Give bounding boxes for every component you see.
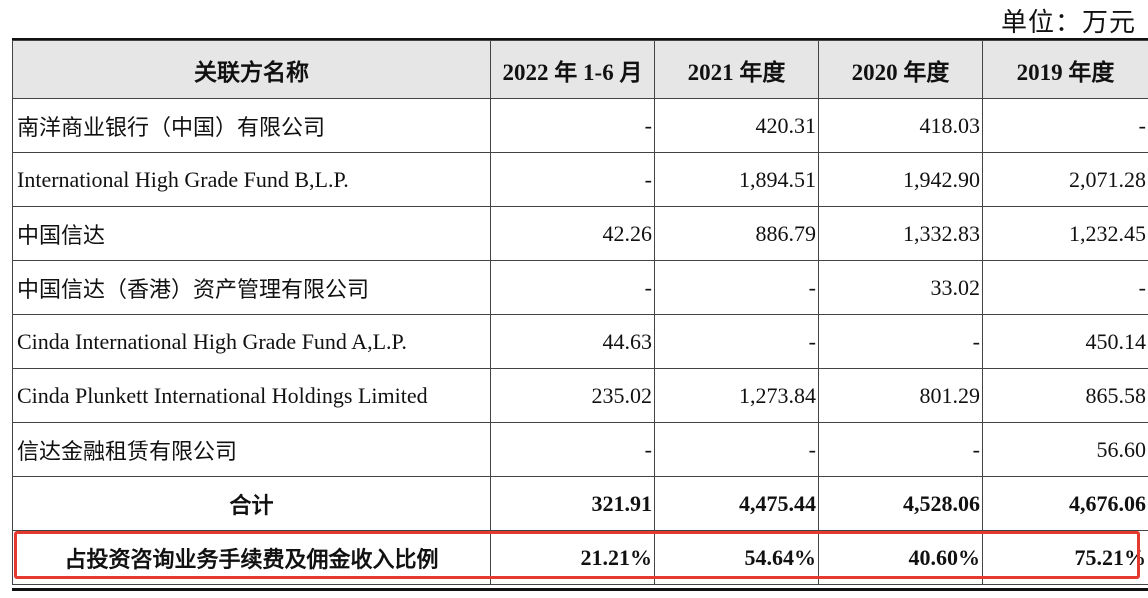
total-value: 4,676.06 — [982, 476, 1148, 531]
unit-label: 单位：万元 — [1000, 8, 1136, 37]
header-col: 2020 年度 — [818, 40, 983, 99]
cell-value: 56.60 — [982, 422, 1148, 477]
ratio-value: 54.64% — [654, 530, 819, 585]
party-name: Cinda Plunkett International Holdings Li… — [12, 368, 491, 423]
cell-value: - — [982, 98, 1148, 153]
cell-value: 2,071.28 — [982, 152, 1148, 207]
ratio-row-highlight-box — [14, 531, 1140, 579]
cell-value: 42.26 — [490, 206, 655, 261]
total-value: 321.91 — [490, 476, 655, 531]
cell-value: 1,273.84 — [654, 368, 819, 423]
cell-value: - — [982, 260, 1148, 315]
cell-value: 886.79 — [654, 206, 819, 261]
header-col: 2019 年度 — [982, 40, 1148, 99]
party-name: 中国信达 — [12, 206, 491, 261]
top-rule — [12, 38, 1148, 41]
total-value: 4,528.06 — [818, 476, 983, 531]
cell-value: 450.14 — [982, 314, 1148, 369]
table-row: 南洋商业银行（中国）有限公司 - 420.31 418.03 - — [12, 98, 1148, 153]
party-name: International High Grade Fund B,L.P. — [12, 152, 491, 207]
table-row: 中国信达（香港）资产管理有限公司 - - 33.02 - — [12, 260, 1148, 315]
cell-value: - — [818, 422, 983, 477]
table-header-row: 关联方名称 2022 年 1-6 月 2021 年度 2020 年度 2019 … — [12, 40, 1148, 99]
cell-value: 418.03 — [818, 98, 983, 153]
cell-value: 44.63 — [490, 314, 655, 369]
cell-value: 801.29 — [818, 368, 983, 423]
table-row: 中国信达 42.26 886.79 1,332.83 1,232.45 — [12, 206, 1148, 261]
ratio-value: 21.21% — [490, 530, 655, 585]
cell-value: - — [654, 422, 819, 477]
cell-value: 1,232.45 — [982, 206, 1148, 261]
ratio-value: 75.21% — [982, 530, 1148, 585]
party-name: Cinda International High Grade Fund A,L.… — [12, 314, 491, 369]
related-party-table: 关联方名称 2022 年 1-6 月 2021 年度 2020 年度 2019 … — [12, 40, 1148, 585]
ratio-row: 占投资咨询业务手续费及佣金收入比例 21.21% 54.64% 40.60% 7… — [12, 530, 1148, 585]
table-row: Cinda International High Grade Fund A,L.… — [12, 314, 1148, 369]
party-name: 中国信达（香港）资产管理有限公司 — [12, 260, 491, 315]
header-name: 关联方名称 — [12, 40, 491, 99]
header-col: 2021 年度 — [654, 40, 819, 99]
total-row: 合计 321.91 4,475.44 4,528.06 4,676.06 — [12, 476, 1148, 531]
cell-value: - — [654, 260, 819, 315]
cell-value: 33.02 — [818, 260, 983, 315]
party-name: 南洋商业银行（中国）有限公司 — [12, 98, 491, 153]
cell-value: - — [490, 98, 655, 153]
cell-value: 235.02 — [490, 368, 655, 423]
header-col: 2022 年 1-6 月 — [490, 40, 655, 99]
total-value: 4,475.44 — [654, 476, 819, 531]
cell-value: - — [490, 152, 655, 207]
party-name: 信达金融租赁有限公司 — [12, 422, 491, 477]
table-row: International High Grade Fund B,L.P. - 1… — [12, 152, 1148, 207]
table-row: 信达金融租赁有限公司 - - - 56.60 — [12, 422, 1148, 477]
cell-value: 1,942.90 — [818, 152, 983, 207]
cell-value: 1,332.83 — [818, 206, 983, 261]
table-row: Cinda Plunkett International Holdings Li… — [12, 368, 1148, 423]
bottom-rule — [12, 588, 1148, 591]
cell-value: - — [818, 314, 983, 369]
cell-value: - — [490, 422, 655, 477]
cell-value: 1,894.51 — [654, 152, 819, 207]
total-label: 合计 — [12, 476, 491, 531]
cell-value: 865.58 — [982, 368, 1148, 423]
cell-value: 420.31 — [654, 98, 819, 153]
ratio-label: 占投资咨询业务手续费及佣金收入比例 — [12, 530, 491, 585]
cell-value: - — [490, 260, 655, 315]
cell-value: - — [654, 314, 819, 369]
